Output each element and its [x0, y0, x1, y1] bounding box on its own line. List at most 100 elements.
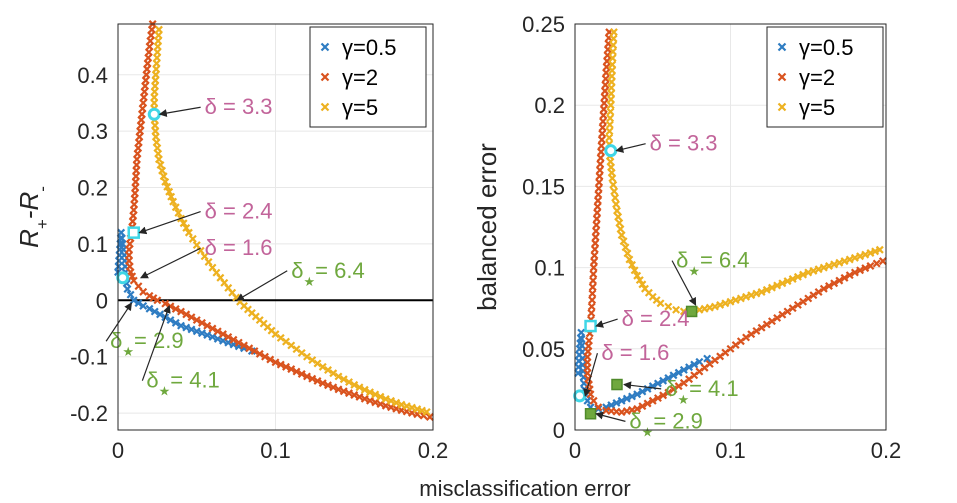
- data-point: [592, 220, 601, 229]
- data-point: [703, 354, 712, 363]
- annotation-label: δ★= 4.1: [146, 368, 219, 399]
- data-point: [329, 383, 338, 392]
- data-point: [139, 301, 148, 310]
- data-point: [850, 253, 859, 262]
- data-point: [366, 388, 374, 397]
- data-point: [123, 285, 132, 294]
- annotation-arrow: [105, 302, 133, 342]
- data-point: [151, 132, 160, 141]
- data-point: [587, 302, 596, 311]
- highlight-point: [116, 271, 130, 285]
- data-point: [731, 296, 740, 305]
- data-point: [598, 123, 607, 132]
- data-point: [605, 127, 614, 136]
- data-point: [204, 257, 213, 266]
- data-point: [169, 197, 178, 206]
- data-point: [297, 370, 306, 378]
- data-point: [149, 294, 158, 303]
- data-point: [139, 287, 148, 296]
- highlight-point: [604, 144, 618, 158]
- data-point: [612, 398, 621, 407]
- data-point: [324, 381, 332, 390]
- data-point: [830, 260, 839, 269]
- data-point: [804, 268, 813, 277]
- data-point: [588, 283, 597, 292]
- data-point: [615, 218, 624, 227]
- data-point: [145, 304, 154, 313]
- data-point: [840, 257, 849, 266]
- data-point: [134, 299, 143, 308]
- y-tick-label: 0.4: [77, 63, 108, 88]
- data-point: [633, 271, 642, 280]
- annotation-arrow: [138, 210, 201, 235]
- data-point: [606, 101, 615, 110]
- data-point: [609, 41, 618, 50]
- data-point: [595, 172, 604, 181]
- data-point: [778, 310, 787, 319]
- data-point: [313, 359, 322, 368]
- data-point: [762, 320, 771, 329]
- data-point: [167, 192, 176, 201]
- data-point: [589, 396, 598, 405]
- annotation-arrow: [140, 247, 201, 279]
- data-point: [234, 338, 243, 347]
- data-point: [835, 258, 844, 267]
- data-point: [635, 276, 644, 285]
- data-point: [674, 368, 683, 377]
- legend-label: γ=0.5: [342, 35, 396, 60]
- highlight-point: [127, 226, 140, 239]
- data-point: [619, 237, 628, 246]
- data-point: [303, 372, 311, 381]
- y-tick-label: 0: [553, 418, 565, 443]
- data-point: [198, 329, 206, 338]
- data-point: [595, 166, 604, 175]
- data-point: [594, 184, 603, 193]
- data-point: [171, 203, 180, 212]
- legend-marker: [777, 72, 787, 82]
- data-point: [125, 262, 134, 271]
- data-point: [757, 287, 766, 296]
- y-tick-label: 0.1: [534, 256, 565, 281]
- data-point: [633, 390, 642, 399]
- data-point: [793, 272, 802, 281]
- data-point: [878, 257, 887, 266]
- annotation-arrow: [236, 270, 288, 301]
- data-point: [602, 68, 611, 77]
- data-point: [773, 313, 782, 322]
- data-point: [397, 400, 406, 409]
- series-0: [574, 328, 712, 413]
- data-point: [599, 105, 608, 114]
- legend-label: γ=5: [799, 95, 835, 120]
- annotation-arrow: [623, 381, 662, 390]
- data-point: [589, 270, 598, 279]
- left-chart: 0 0.1 0.2 -0.2 -0.1 0 0.1 0.2 0.3 0.4 R+-R-δ = 3.3…: [14, 20, 448, 463]
- y-tick-label: 0: [96, 288, 108, 313]
- data-point: [600, 93, 609, 102]
- data-point: [594, 190, 603, 199]
- data-point: [387, 396, 395, 405]
- data-point: [716, 300, 725, 309]
- data-point: [653, 379, 662, 388]
- annotation-label: δ = 3.3: [650, 131, 718, 156]
- annotation-arrow: [141, 305, 171, 381]
- data-point: [147, 25, 156, 34]
- data-point: [402, 402, 411, 411]
- y-tick-label: 0.2: [77, 176, 108, 201]
- axes-box: [117, 23, 434, 431]
- data-point: [840, 273, 849, 282]
- legend-label: γ=2: [799, 65, 835, 90]
- data-point: [747, 330, 756, 339]
- data-point: [287, 365, 296, 374]
- data-point: [371, 390, 380, 399]
- data-point: [601, 74, 610, 83]
- data-point: [773, 281, 782, 290]
- data-point: [187, 325, 196, 334]
- data-point: [292, 367, 301, 376]
- data-point: [664, 302, 673, 311]
- data-point: [757, 323, 766, 332]
- data-point: [392, 398, 401, 407]
- data-point: [875, 245, 884, 254]
- data-point: [599, 117, 607, 126]
- data-point: [825, 282, 833, 290]
